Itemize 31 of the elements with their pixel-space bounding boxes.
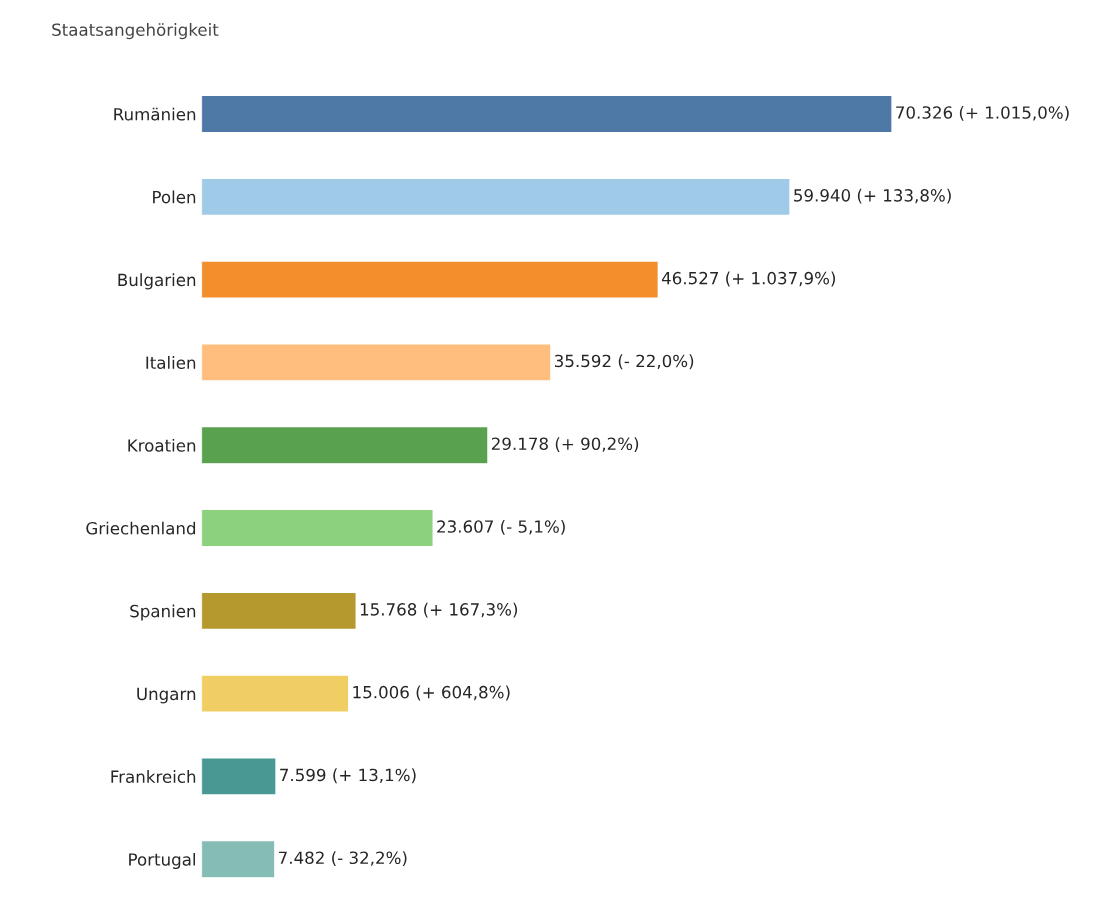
bar xyxy=(201,757,277,796)
bar xyxy=(201,94,893,134)
y-tick-label: Ungarn xyxy=(137,687,196,704)
bar xyxy=(201,591,357,631)
data-label: 23.607 (- 5,1%) xyxy=(437,519,565,535)
bar xyxy=(201,508,434,548)
y-tick-label: Bulgarien xyxy=(118,273,196,290)
data-label: 35.592 (- 22,0%) xyxy=(555,354,694,370)
data-label: 70.326 (+ 1.015,0%) xyxy=(896,105,1069,121)
y-tick-label: Kroatien xyxy=(128,438,196,452)
y-tick-label: Portugal xyxy=(129,852,195,870)
y-tick-label: Griechenland xyxy=(86,521,196,535)
data-label: 29.178 (+ 90,2%) xyxy=(491,437,639,453)
y-tick-label: Frankreich xyxy=(111,770,196,783)
bar xyxy=(201,425,489,465)
data-label: 15.006 (+ 604,8%) xyxy=(353,685,510,701)
y-tick-label: Rumänien xyxy=(114,107,196,121)
data-label: 59.940 (+ 133,8%) xyxy=(794,188,951,204)
data-label: 46.527 (+ 1.037,9%) xyxy=(661,271,836,287)
data-label: 7.599 (+ 13,1%) xyxy=(280,768,416,784)
y-tick-label: Spanien xyxy=(130,604,196,621)
y-tick-label: Polen xyxy=(153,190,196,204)
bar xyxy=(201,674,350,713)
y-tick-label: Italien xyxy=(146,356,196,369)
bar xyxy=(201,343,552,382)
bar xyxy=(201,177,791,217)
y-axis-title: Staatsangehörigkeit xyxy=(52,23,219,40)
data-label: 7.482 (- 32,2%) xyxy=(279,851,407,867)
data-label: 15.768 (+ 167,3%) xyxy=(360,602,518,618)
bar xyxy=(201,839,276,879)
bar xyxy=(201,260,660,299)
